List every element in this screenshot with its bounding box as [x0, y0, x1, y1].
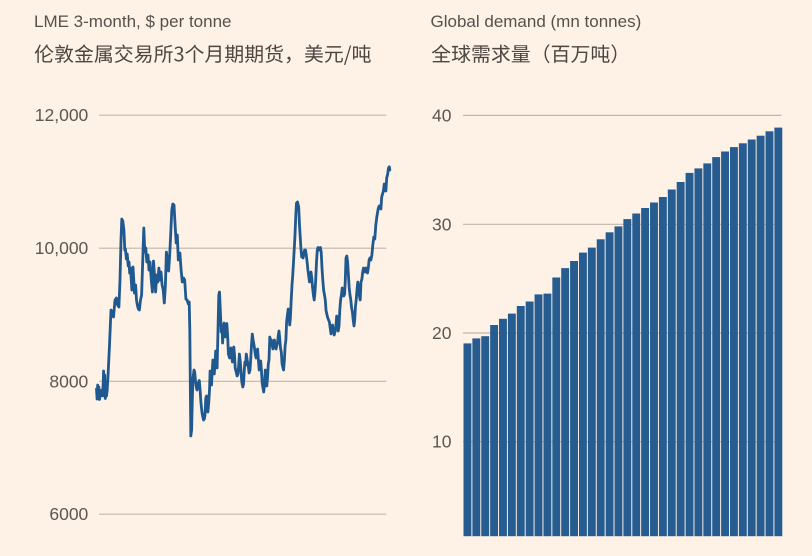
svg-text:30: 30	[432, 214, 452, 234]
svg-text:6000: 6000	[49, 504, 88, 524]
svg-text:8000: 8000	[49, 371, 88, 391]
svg-text:12,000: 12,000	[35, 105, 89, 125]
svg-text:10: 10	[432, 432, 452, 452]
svg-text:10,000: 10,000	[35, 238, 89, 258]
svg-text:20: 20	[432, 323, 452, 343]
svg-text:40: 40	[432, 105, 452, 125]
